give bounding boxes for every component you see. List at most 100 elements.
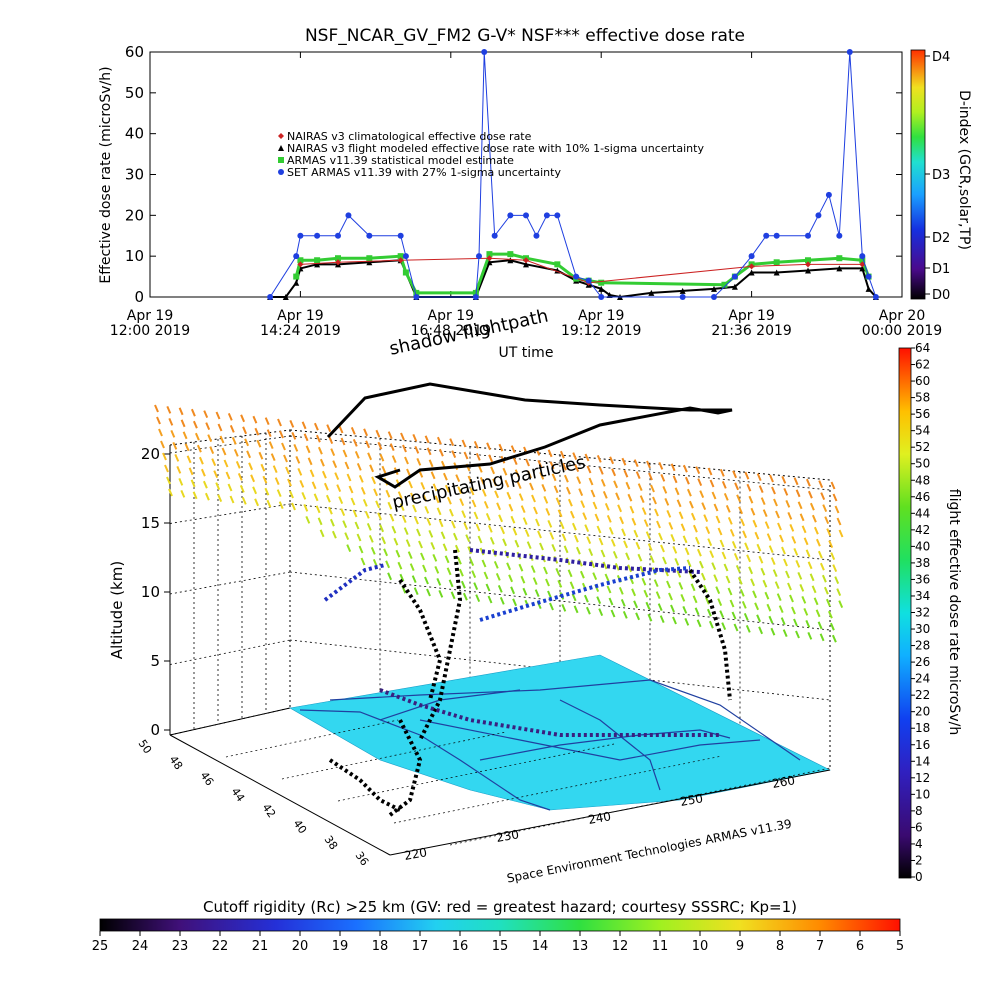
dose-arrow: [381, 465, 387, 474]
dose-arrow: [156, 416, 161, 425]
dose-arrow: [469, 487, 475, 496]
dose-arrow: [813, 526, 819, 535]
dose-arrow: [354, 521, 360, 530]
dose-arrow: [656, 520, 661, 529]
dose-arrow: [182, 431, 188, 440]
rigidity-title: Cutoff rigidity (Rc) >25 km (GV: red = g…: [203, 898, 797, 916]
latitude-tick-label: 46: [198, 769, 217, 788]
dose-arrow: [508, 503, 514, 512]
dose-arrow: [502, 467, 508, 476]
dose-arrow: [598, 537, 604, 546]
dose-arrow: [239, 485, 245, 493]
dose-arrow: [323, 482, 329, 491]
dose-arrow: [709, 550, 715, 558]
dose-arrow: [758, 555, 764, 564]
dose-colorbar-ticks: 0246810121416182022242628303234363840424…: [911, 341, 930, 884]
series-point: [585, 277, 592, 284]
dose-arrow: [326, 424, 332, 432]
rigidity-tick-label: 25: [92, 939, 109, 954]
dose-arrow: [650, 484, 655, 493]
dose-arrow: [356, 533, 362, 542]
series-point: [278, 145, 284, 151]
rigidity-tick-label: 5: [896, 939, 904, 954]
dose-arrow: [371, 476, 377, 485]
dose-arrow: [268, 441, 274, 449]
dose-arrow: [367, 452, 373, 461]
dose-arrow: [600, 549, 606, 558]
series-point: [825, 191, 832, 198]
dose-arrow: [364, 511, 370, 519]
series-point: [836, 232, 843, 239]
dose-arrow: [340, 508, 346, 516]
dose-arrow: [422, 564, 427, 573]
dindex-tick-label: D3: [932, 168, 950, 183]
dose-arrow: [202, 480, 208, 489]
dose-arrow: [771, 486, 776, 495]
dose-arrow: [637, 483, 643, 491]
dose-arrow: [746, 554, 752, 563]
dose-arrow: [746, 483, 752, 492]
dose-arrow: [748, 566, 754, 575]
series-point: [314, 232, 321, 239]
dose-arrow: [738, 506, 744, 515]
dose-arrow: [241, 497, 247, 505]
dose-arrow: [826, 528, 832, 536]
xtick-day: Apr 19: [728, 308, 774, 324]
dose-arrow: [510, 445, 516, 453]
series-point: [486, 259, 493, 266]
dose-arrow: [821, 574, 827, 583]
dose-arrow: [362, 499, 368, 507]
series-3: [267, 49, 879, 300]
dose-arrow: [401, 515, 407, 523]
series-point: [543, 212, 550, 219]
dose-arrow: [623, 469, 629, 478]
dose-arrow: [602, 491, 608, 499]
series-point: [397, 257, 404, 264]
dose-arrow: [596, 525, 602, 534]
dose-arrow: [444, 484, 450, 493]
dose-arrow: [664, 498, 670, 506]
series-point: [523, 212, 529, 219]
dose-arrow: [836, 517, 842, 526]
dose-arrow: [612, 551, 618, 559]
dose-arrow: [242, 426, 248, 435]
dose-arrow: [680, 523, 686, 532]
dose-arrow: [641, 507, 647, 515]
dose-arrow: [666, 510, 672, 518]
dose-arrow: [225, 471, 231, 480]
dose-arrow: [426, 588, 431, 597]
dose-arrow: [539, 542, 544, 551]
dose-arrow: [723, 563, 729, 572]
series-point: [523, 257, 529, 264]
dose-arrow: [254, 498, 260, 507]
dose-arrow: [762, 579, 768, 588]
series-point: [335, 232, 341, 239]
dose-arrow: [684, 547, 690, 556]
dose-arrow: [258, 451, 264, 460]
dose-arrow: [573, 534, 579, 543]
dose-arrow: [180, 419, 186, 428]
floor-axis-y: [169, 734, 391, 856]
dose-arrow: [471, 499, 477, 508]
series-point: [335, 255, 341, 262]
top-chart-yticks: 0 10 20 30 40 50 60: [125, 43, 902, 306]
ytick-label: 40: [125, 125, 144, 143]
dose-arrow: [436, 507, 442, 516]
dose-arrow: [408, 480, 413, 489]
dose-arrow: [682, 535, 688, 544]
dose-arrow: [658, 462, 664, 470]
dose-arrow: [463, 451, 469, 460]
series-point: [865, 273, 872, 280]
dose-arrow: [745, 625, 751, 633]
dose-arrow: [645, 531, 651, 539]
dose-arrow: [307, 457, 313, 466]
xtick-day: Apr 19: [277, 308, 323, 324]
dose-arrow: [660, 544, 665, 553]
dose-arrow: [260, 463, 266, 472]
dose-arrow: [617, 504, 623, 513]
dose-arrow: [475, 453, 481, 461]
dose-arrow: [777, 522, 782, 531]
dose-arrow: [832, 493, 838, 502]
longitude-ticks: 220 230 240 250 260: [403, 773, 796, 863]
dose-arrow: [694, 607, 700, 616]
